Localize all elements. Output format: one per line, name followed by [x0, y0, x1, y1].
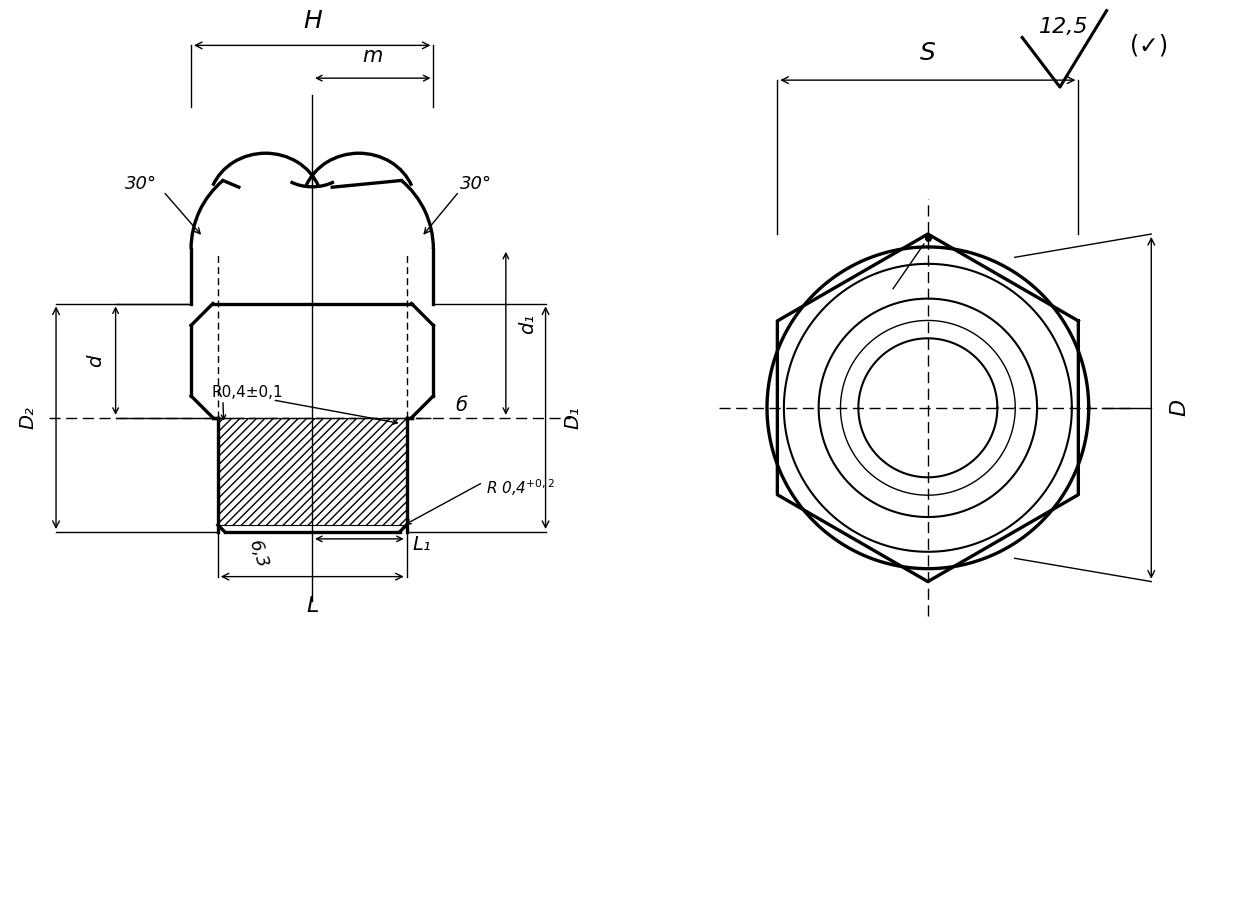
- Text: m: m: [363, 46, 383, 66]
- Text: S: S: [919, 41, 936, 65]
- Text: ($\checkmark$): ($\checkmark$): [1130, 32, 1167, 59]
- Text: D₂: D₂: [19, 406, 38, 429]
- Text: б: б: [455, 396, 467, 415]
- Text: R0,4±0,1: R0,4±0,1: [211, 385, 284, 401]
- Text: R 0,4$^{+0,2}$: R 0,4$^{+0,2}$: [485, 477, 554, 498]
- Text: d: d: [86, 355, 105, 367]
- Text: H: H: [303, 9, 322, 33]
- Text: D: D: [1170, 399, 1188, 416]
- Text: d₁: d₁: [518, 314, 537, 334]
- Text: 30°: 30°: [125, 175, 158, 193]
- Text: D₁: D₁: [564, 406, 583, 429]
- Text: 30°: 30°: [460, 175, 492, 193]
- Text: L: L: [306, 596, 319, 616]
- Bar: [218, 418, 407, 525]
- Text: 6,3: 6,3: [245, 538, 270, 571]
- Text: L₁: L₁: [412, 536, 430, 555]
- Text: 12,5: 12,5: [1040, 17, 1088, 38]
